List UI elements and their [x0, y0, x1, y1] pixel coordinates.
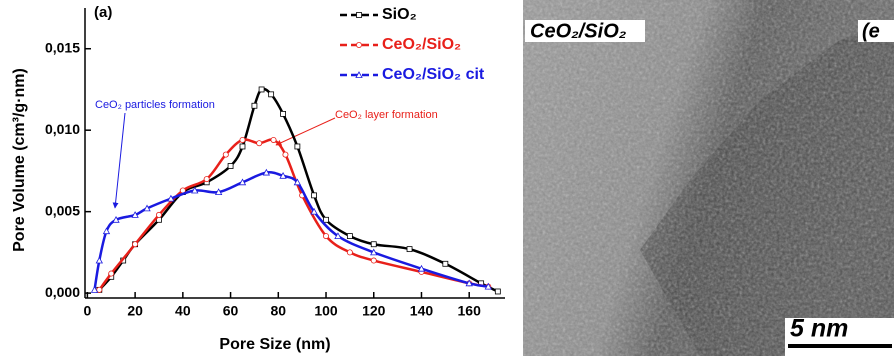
data-point	[239, 136, 246, 143]
y-tick-label: 0,010	[45, 121, 80, 137]
data-point	[270, 136, 277, 143]
data-point	[442, 260, 449, 267]
annotation-arrow	[112, 112, 126, 209]
data-point	[143, 204, 151, 212]
panel-label: (a)	[94, 4, 112, 21]
data-point	[262, 168, 271, 176]
data-point	[227, 163, 234, 169]
legend-label: CeO₂/SiO₂ cit	[382, 66, 485, 83]
scale-bar-label: 5 nm	[790, 315, 848, 343]
data-point	[484, 282, 492, 290]
data-point	[294, 143, 301, 150]
data-point	[323, 233, 330, 240]
data-point	[494, 288, 501, 295]
image-panel-label: (e	[862, 20, 880, 42]
data-point	[112, 215, 120, 223]
y-tick-label: 0,000	[45, 284, 80, 300]
x-tick-label: 60	[223, 303, 239, 319]
image-label: CeO₂/SiO₂	[530, 20, 627, 42]
data-point	[222, 151, 229, 158]
data-point	[417, 264, 426, 272]
y-axis-label: Pore Volume (cm³/g·nm)	[11, 68, 28, 252]
annotation-arrow	[275, 117, 336, 146]
data-point	[256, 140, 263, 147]
data-point	[238, 178, 247, 186]
data-point	[239, 143, 246, 150]
legend-label: SiO₂	[382, 6, 417, 23]
data-point	[214, 188, 223, 196]
data-point	[346, 249, 353, 256]
data-point	[279, 171, 287, 179]
data-point	[293, 178, 302, 186]
x-axis-label: Pore Size (nm)	[219, 336, 330, 353]
x-tick-label: 160	[458, 303, 482, 319]
annotation: CeO₂ layer formation	[335, 109, 438, 121]
y-tick-label: 0,015	[45, 39, 80, 55]
x-tick-label: 140	[410, 303, 434, 319]
tem-image: CeO₂/SiO₂ (e 5 nm	[523, 0, 894, 356]
scale-bar-box	[785, 318, 894, 356]
annotation: CeO₂ particles formation	[95, 99, 215, 111]
data-point	[132, 241, 139, 248]
data-point	[96, 286, 103, 293]
data-point	[268, 91, 275, 98]
data-point	[465, 279, 473, 287]
x-tick-label: 20	[127, 303, 143, 319]
data-point	[346, 233, 353, 239]
data-point	[251, 102, 258, 109]
data-point	[258, 86, 265, 93]
data-point	[323, 216, 329, 223]
series-line	[98, 138, 489, 291]
series-line	[98, 87, 499, 293]
legend-marker	[356, 12, 362, 18]
legend-marker	[355, 71, 363, 78]
x-tick-label: 80	[271, 303, 287, 319]
data-point	[108, 270, 115, 277]
data-point	[155, 211, 162, 218]
x-tick-label: 120	[362, 303, 386, 319]
data-point	[131, 211, 139, 218]
data-point	[191, 186, 199, 194]
tem-noise	[523, 0, 894, 356]
data-point	[370, 241, 377, 248]
data-point	[102, 227, 111, 235]
y-tick-label: 0,005	[45, 202, 80, 218]
data-point	[203, 176, 210, 183]
data-point	[310, 207, 318, 215]
image-label-box	[525, 20, 645, 42]
panel-label-box	[858, 20, 894, 42]
data-point	[282, 151, 289, 158]
x-tick-label: 0	[83, 303, 91, 319]
series-line	[93, 171, 489, 291]
data-point	[167, 194, 175, 202]
data-point	[280, 110, 286, 117]
legend-marker	[355, 42, 362, 49]
data-point	[311, 192, 317, 199]
x-tick-label: 40	[175, 303, 191, 319]
scale-bar	[788, 344, 892, 348]
data-point	[370, 248, 378, 256]
data-point	[95, 256, 103, 264]
data-point	[406, 246, 413, 253]
data-point	[370, 257, 377, 264]
legend-label: CeO₂/SiO₂	[382, 36, 461, 53]
x-tick-label: 100	[314, 303, 338, 319]
data-point	[334, 232, 342, 239]
data-point	[90, 286, 99, 293]
